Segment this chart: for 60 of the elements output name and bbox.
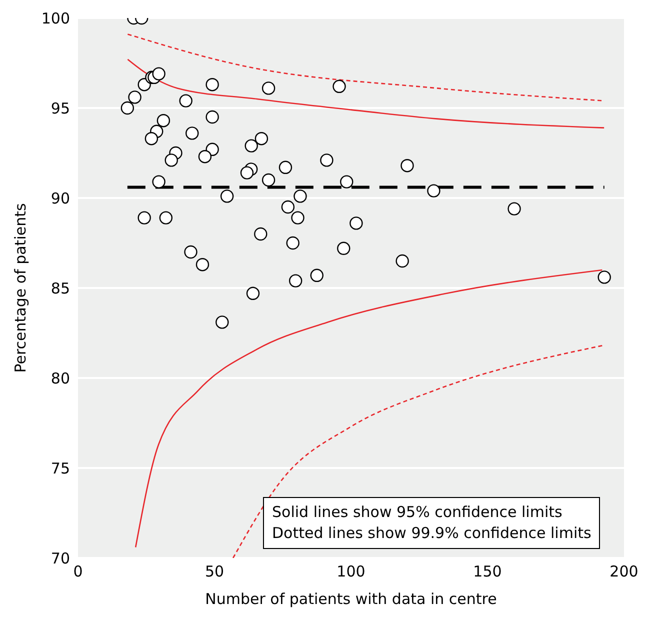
point [340,175,354,188]
point [281,200,295,214]
y-axis-title: Percentage of patients [11,203,30,373]
point [262,82,276,95]
y-tick-label: 100 [41,9,70,28]
point [240,166,254,180]
point [206,78,219,92]
point [294,190,307,203]
point [179,94,192,108]
point [244,139,258,152]
x-tick-label: 100 [336,562,366,581]
point [310,268,324,282]
point [427,184,440,198]
point [120,101,134,115]
point [262,173,276,187]
point [164,154,178,167]
y-tick-label: 95 [50,99,70,118]
point [508,202,521,216]
x-axis-title: Number of patients with data in centre [205,590,497,608]
point [286,236,300,250]
point [144,132,158,146]
point [159,211,173,224]
point [332,80,346,93]
point [278,160,292,174]
point [246,286,260,300]
x-tick-label: 50 [204,562,224,581]
line-series [232,344,603,558]
point [254,132,268,146]
point [320,154,334,167]
point [198,150,212,164]
point [254,227,268,241]
point [152,67,166,80]
point [337,242,350,255]
point [186,126,199,140]
point [206,110,219,124]
point [128,90,142,104]
point [288,274,302,288]
x-tick-label: 150 [473,562,502,581]
point [152,175,166,188]
point [350,216,363,230]
y-tick-label: 85 [50,279,70,298]
x-tick-label: 200 [610,562,638,581]
point [216,316,229,329]
point [220,190,234,203]
point [396,254,409,268]
point [400,159,414,172]
x-tick-label: 0 [73,562,83,581]
y-tick-label: 80 [50,369,70,388]
annotation: Solid lines show 95% confidence limits [272,502,564,523]
line-series [127,58,605,128]
point [196,258,210,272]
y-tick-label: 70 [50,549,70,568]
annotation: Dotted lines show 99.9% confidence limits [272,523,592,544]
point [138,211,151,224]
point [291,211,304,224]
point [184,245,198,259]
y-tick-label: 75 [50,459,70,478]
y-tick-label: 90 [50,189,70,208]
point [598,270,611,284]
point [156,114,170,128]
